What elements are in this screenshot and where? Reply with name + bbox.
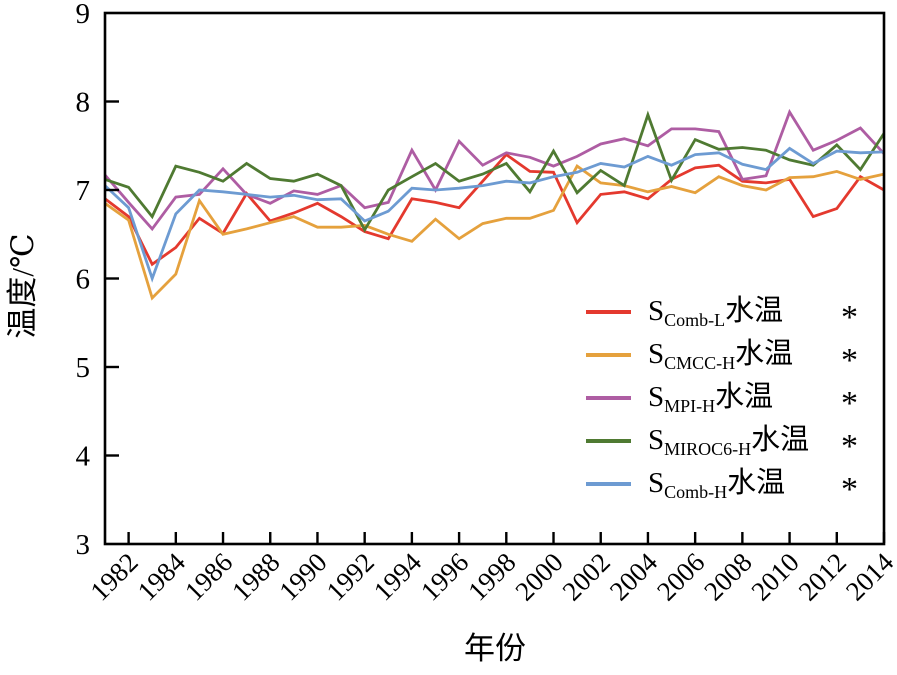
x-tick-label: 2004 (604, 547, 664, 607)
x-tick-label: 1990 (273, 547, 332, 606)
significance-marker: * (841, 470, 858, 508)
series-line-mpi-h (103, 108, 886, 232)
legend-line-sample (586, 481, 631, 486)
significance-marker: * (841, 427, 858, 465)
y-tick-label: 4 (76, 441, 91, 473)
legend-label: SMIROC6-H水温 (648, 424, 810, 459)
significance-marker: * (841, 298, 858, 336)
legend-label: SCMCC-H水温 (648, 338, 794, 373)
legend-line-sample (586, 309, 631, 314)
x-tick-label: 1996 (415, 547, 474, 606)
y-tick-label: 6 (76, 264, 91, 296)
x-tick-label: 1998 (462, 547, 521, 606)
x-axis-title: 年份 (464, 631, 526, 666)
series-line-cmcc-h (104, 164, 885, 301)
legend-item: SComb-H水温 * (586, 462, 862, 508)
y-tick-label: 3 (76, 529, 91, 561)
legend-line-sample (586, 352, 631, 357)
legend-item: SComb-L水温 * (586, 290, 862, 336)
x-tick-label: 1994 (368, 547, 428, 607)
x-tick-label: 2000 (509, 547, 568, 606)
legend: SComb-L水温 * SCMCC-H水温 * SMPI-H水温 * SMIROC6-H水温… (586, 290, 862, 508)
legend-item: SMIROC6-H水温 * (586, 419, 862, 465)
legend-label: SComb-H水温 (648, 467, 786, 502)
series-line-comb-h (104, 146, 885, 283)
y-tick-label: 8 (76, 87, 91, 119)
legend-item: SCMCC-H水温 * (586, 333, 862, 379)
x-tick-label: 2012 (793, 547, 852, 606)
y-axis-title: 温度/℃ (5, 233, 40, 339)
series-line-miroc6-h (104, 110, 886, 233)
x-tick-label: 1986 (179, 547, 238, 606)
legend-line-sample (586, 438, 631, 443)
y-tick-label: 7 (76, 175, 91, 207)
x-tick-label: 1982 (84, 547, 143, 606)
y-tick-label: 5 (76, 352, 91, 384)
plot-border (103, 11, 886, 546)
y-tick-label: 9 (76, 0, 91, 30)
significance-marker: * (841, 384, 858, 422)
x-tick-label: 1992 (321, 547, 380, 606)
legend-item: SMPI-H水温 * (586, 376, 862, 422)
x-tick-label: 2008 (698, 547, 757, 606)
legend-label: SComb-L水温 (648, 295, 784, 330)
legend-line-sample (586, 395, 631, 400)
significance-marker: * (841, 341, 858, 379)
x-tick-label: 2010 (745, 547, 804, 606)
x-tick-label: 1988 (226, 547, 285, 606)
x-tick-label: 1984 (132, 547, 192, 607)
legend-label: SMPI-H水温 (648, 381, 774, 416)
x-tick-label: 2014 (840, 547, 897, 607)
x-tick-label: 2006 (651, 547, 710, 606)
x-tick-label: 2002 (557, 547, 616, 606)
